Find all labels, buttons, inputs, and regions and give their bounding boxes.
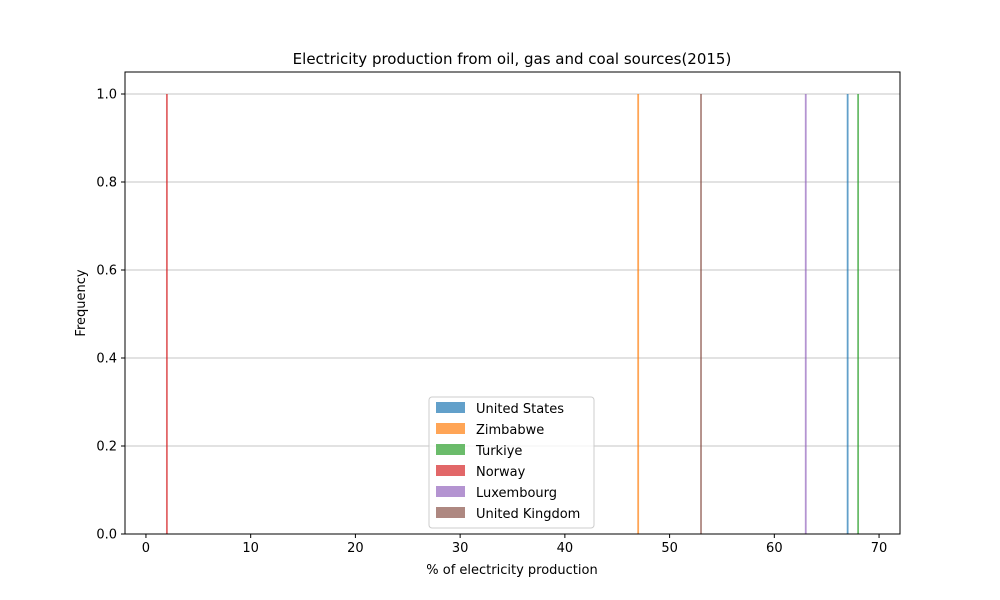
x-tick-label: 0 — [142, 541, 150, 556]
x-tick-label: 30 — [452, 541, 469, 556]
legend-swatch — [436, 465, 465, 476]
legend-swatch — [436, 402, 465, 413]
y-tick-label: 0.6 — [96, 264, 117, 279]
bars — [165, 94, 860, 534]
legend-label: Turkiye — [475, 444, 522, 459]
plot-frame — [124, 71, 901, 535]
bar-zimbabwe — [637, 94, 640, 534]
y-tick-label: 0.0 — [96, 528, 117, 543]
legend-swatch — [436, 486, 465, 497]
x-tick-label: 60 — [766, 541, 783, 556]
x-axis-ticks: 0 10 20 30 40 50 60 70 — [142, 534, 888, 556]
legend-label: Luxembourg — [476, 486, 557, 501]
bar-united-states — [846, 94, 849, 534]
legend-frame — [428, 396, 595, 529]
x-tick-label: 40 — [557, 541, 574, 556]
y-tick-label: 1.0 — [96, 88, 117, 103]
bar-luxembourg — [804, 94, 807, 534]
y-tick-label: 0.8 — [96, 176, 117, 191]
x-tick-label: 20 — [347, 541, 364, 556]
legend-swatch — [436, 423, 465, 434]
bar-turkiye — [857, 94, 860, 534]
y-axis-ticks: 0.0 0.2 0.4 0.6 0.8 1.0 — [96, 88, 125, 543]
x-tick-label: 50 — [661, 541, 678, 556]
legend-label: United Kingdom — [476, 507, 580, 522]
y-axis-label: Frequency — [74, 269, 89, 336]
bar-norway — [165, 94, 168, 534]
legend: United States Zimbabwe Turkiye Norway Luxemb… — [428, 396, 595, 529]
legend-label: Zimbabwe — [476, 423, 544, 438]
x-axis-label: % of electricity production — [426, 563, 597, 578]
y-tick-label: 0.2 — [96, 440, 117, 455]
bar-united-kingdom — [700, 94, 702, 534]
legend-label: United States — [476, 402, 564, 417]
y-tick-label: 0.4 — [96, 352, 117, 367]
x-tick-label: 70 — [871, 541, 888, 556]
chart-title: Electricity production from oil, gas and… — [293, 50, 732, 68]
x-tick-label: 10 — [242, 541, 259, 556]
legend-label: Norway — [476, 465, 526, 480]
legend-swatch — [436, 444, 465, 455]
legend-swatch — [436, 507, 465, 518]
